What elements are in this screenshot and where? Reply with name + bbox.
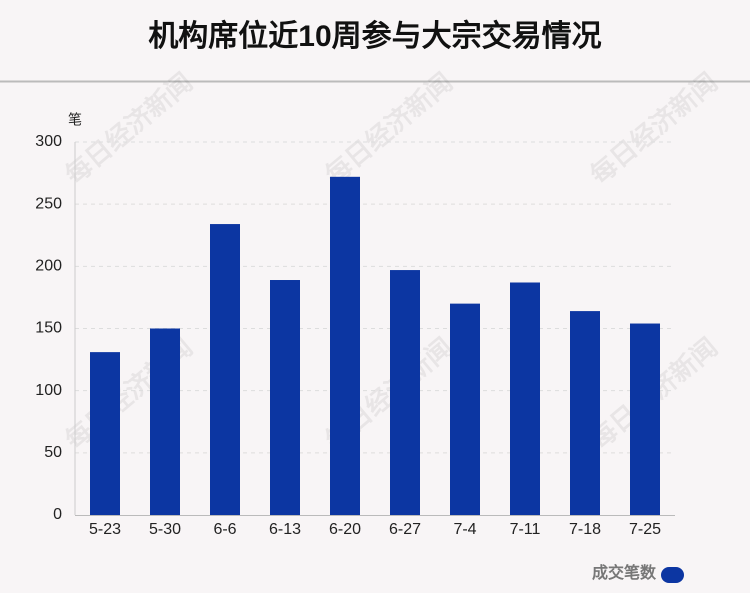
bar — [210, 224, 240, 515]
bar — [330, 176, 360, 515]
bar — [270, 280, 300, 515]
y-tick-label: 300 — [35, 133, 62, 150]
x-tick-label: 6-13 — [269, 521, 301, 538]
chart-title: 机构席位近10周参与大宗交易情况 — [148, 19, 601, 53]
bar — [630, 323, 660, 515]
legend-label: 成交笔数 — [592, 563, 657, 582]
y-tick-label: 250 — [35, 195, 62, 212]
x-tick-label: 6-27 — [389, 521, 421, 538]
x-tick-label: 7-18 — [569, 521, 601, 538]
legend-swatch — [661, 567, 684, 583]
x-tick-label: 6-20 — [329, 521, 361, 538]
x-tick-label: 7-25 — [629, 521, 661, 538]
bar — [90, 352, 120, 515]
bar — [510, 282, 540, 515]
y-tick-label: 0 — [53, 506, 62, 523]
y-tick-label: 200 — [35, 258, 62, 275]
bar — [390, 270, 420, 515]
x-tick-label: 5-23 — [89, 521, 121, 538]
bar — [570, 311, 600, 515]
x-tick-label: 7-4 — [453, 521, 476, 538]
bar — [450, 303, 480, 515]
x-tick-label: 6-6 — [213, 521, 236, 538]
bar — [150, 328, 180, 515]
x-tick-label: 5-30 — [149, 521, 181, 538]
y-tick-label: 100 — [35, 382, 62, 399]
y-unit: 笔 — [68, 112, 82, 128]
y-tick-label: 150 — [35, 320, 62, 337]
y-tick-label: 50 — [44, 444, 62, 461]
x-tick-label: 7-11 — [510, 521, 541, 538]
